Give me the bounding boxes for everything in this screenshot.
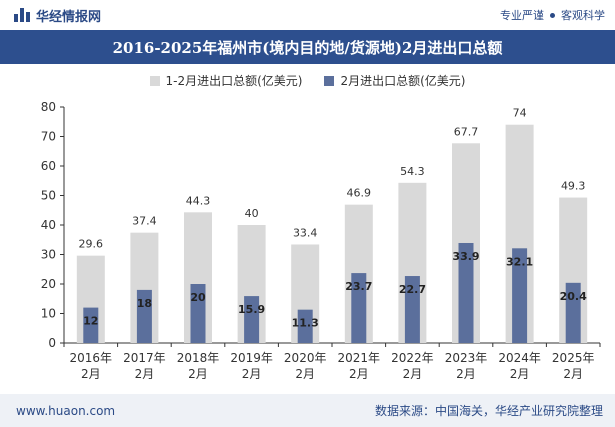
x-tick-label: 2021年 2月	[338, 351, 381, 381]
y-tick-label: 10	[41, 307, 56, 321]
data-label-series1: 49.3	[561, 180, 586, 193]
y-tick-label: 20	[41, 277, 56, 291]
x-tick-label: 2018年 2月	[177, 351, 220, 381]
chart-title-bar: 2016-2025年福州市(境内目的地/货源地)2月进出口总额	[0, 30, 615, 64]
tagline-right: 客观科学	[561, 9, 605, 22]
x-tick-label: 2020年 2月	[284, 351, 327, 381]
tagline-left: 专业严谨	[500, 9, 544, 22]
data-label-series2: 22.7	[399, 283, 426, 296]
footer-source: 数据来源：中国海关，华经产业研究院整理	[374, 404, 603, 418]
footer: www.huaon.com 数据来源：中国海关，华经产业研究院整理	[0, 394, 615, 427]
chart-legend: 1-2月进出口总额(亿美元) 2月进出口总额(亿美元)	[0, 72, 615, 89]
data-label-series2: 32.1	[506, 255, 533, 268]
data-label-series1: 44.3	[186, 194, 211, 207]
data-label-series1: 37.4	[132, 215, 157, 228]
x-tick-label: 2023年 2月	[445, 351, 488, 381]
legend-label-series2: 2月进出口总额(亿美元)	[340, 74, 466, 88]
legend-swatch-series2	[324, 75, 335, 86]
bar-series2	[83, 307, 99, 343]
bar-series2	[136, 289, 152, 343]
y-tick-label: 40	[41, 218, 56, 232]
data-label-series2: 15.9	[238, 303, 265, 316]
dot-icon	[550, 12, 555, 18]
bar-series2	[512, 248, 528, 343]
legend-item-series1: 1-2月进出口总额(亿美元)	[149, 72, 303, 89]
data-label-series2: 33.9	[452, 250, 479, 263]
x-tick-label: 2025年 2月	[552, 351, 595, 381]
brand-logo-icon	[14, 8, 30, 22]
data-label-series1: 67.7	[454, 125, 479, 138]
data-label-series2: 20.4	[560, 290, 587, 303]
bar-series2	[190, 284, 206, 343]
chart-title: 2016-2025年福州市(境内目的地/货源地)2月进出口总额	[112, 38, 503, 57]
y-tick-label: 60	[41, 159, 56, 173]
tagline: 专业严谨 客观科学	[500, 7, 605, 23]
x-tick-label: 2024年 2月	[498, 351, 541, 381]
bar-series2	[297, 309, 313, 343]
y-tick-label: 0	[48, 336, 56, 350]
data-label-series1: 74	[513, 107, 527, 120]
top-bar: 华经情报网 专业严谨 客观科学	[0, 0, 615, 30]
bar-series2	[351, 273, 367, 343]
data-label-series2: 18	[137, 297, 152, 310]
x-tick-label: 2017年 2月	[123, 351, 166, 381]
data-label-series1: 40	[245, 207, 259, 220]
brand-name: 华经情报网	[36, 9, 102, 25]
bar-series2	[565, 282, 581, 343]
footer-url[interactable]: www.huaon.com	[16, 403, 116, 418]
legend-item-series2: 2月进出口总额(亿美元)	[324, 72, 465, 89]
data-label-series2: 20	[190, 291, 206, 304]
y-tick-label: 50	[41, 189, 56, 203]
y-tick-label: 70	[41, 130, 56, 144]
bar-series2	[244, 296, 260, 343]
brand: 华经情报网	[14, 6, 101, 25]
data-label-series1: 46.9	[347, 187, 372, 200]
x-tick-label: 2022年 2月	[391, 351, 434, 381]
data-label-series2: 11.3	[292, 317, 319, 330]
data-label-series1: 33.4	[293, 226, 318, 239]
data-label-series1: 54.3	[400, 165, 425, 178]
data-label-series2: 12	[83, 315, 98, 328]
x-tick-label: 2016年 2月	[70, 351, 113, 381]
legend-label-series1: 1-2月进出口总额(亿美元)	[165, 74, 303, 88]
legend-swatch-series1	[149, 75, 160, 86]
bar-series2	[458, 242, 474, 343]
data-label-series1: 29.6	[79, 238, 104, 251]
y-tick-label: 30	[41, 248, 56, 262]
y-tick-label: 80	[41, 100, 56, 114]
bar-series2	[404, 276, 420, 343]
data-label-series2: 23.7	[345, 280, 372, 293]
x-tick-label: 2019年 2月	[230, 351, 273, 381]
